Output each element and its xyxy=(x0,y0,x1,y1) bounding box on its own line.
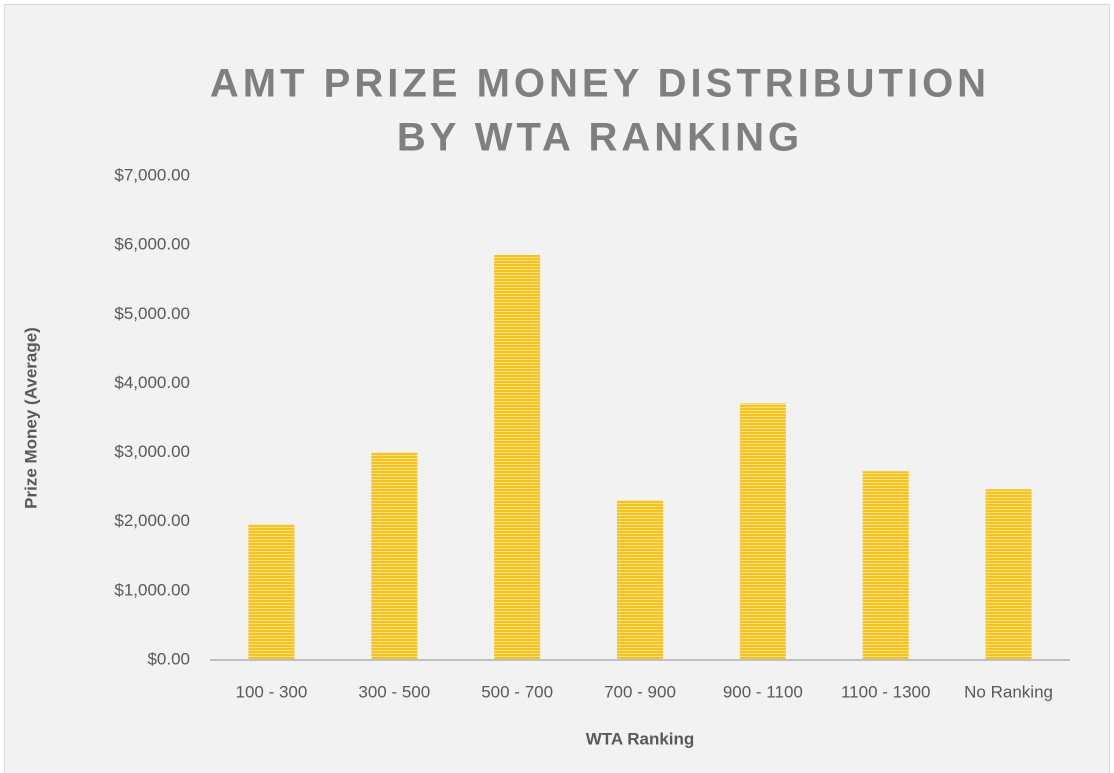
x-tick-label: 500 - 700 xyxy=(481,682,553,701)
y-tick-label: $1,000.00 xyxy=(114,580,190,599)
y-tick-label: $2,000.00 xyxy=(114,511,190,530)
y-tick-label: $3,000.00 xyxy=(114,442,190,461)
y-tick-label: $5,000.00 xyxy=(114,304,190,323)
y-tick-label: $6,000.00 xyxy=(114,235,190,254)
y-axis-title: Prize Money (Average) xyxy=(21,327,40,509)
x-tick-label: 100 - 300 xyxy=(236,682,308,701)
x-tick-label: 1100 - 1300 xyxy=(841,682,930,701)
y-tick-label: $7,000.00 xyxy=(114,165,190,184)
bar xyxy=(248,524,295,660)
bar xyxy=(862,471,909,660)
chart-title: BY WTA RANKING xyxy=(397,116,803,160)
y-tick-label: $4,000.00 xyxy=(114,373,190,392)
x-axis-title: WTA Ranking xyxy=(586,729,695,748)
x-tick-label: 300 - 500 xyxy=(358,682,430,701)
bar xyxy=(371,452,418,660)
chart-title: AMT PRIZE MONEY DISTRIBUTION xyxy=(210,62,990,106)
y-tick-label: $0.00 xyxy=(147,649,190,668)
bar xyxy=(617,500,663,660)
bar xyxy=(494,254,541,660)
x-tick-label: 900 - 1100 xyxy=(723,682,803,701)
bar xyxy=(739,403,786,660)
chart-background xyxy=(4,4,1110,773)
bar xyxy=(985,489,1032,660)
x-tick-label: No Ranking xyxy=(964,682,1053,701)
x-tick-label: 700 - 900 xyxy=(604,682,676,701)
